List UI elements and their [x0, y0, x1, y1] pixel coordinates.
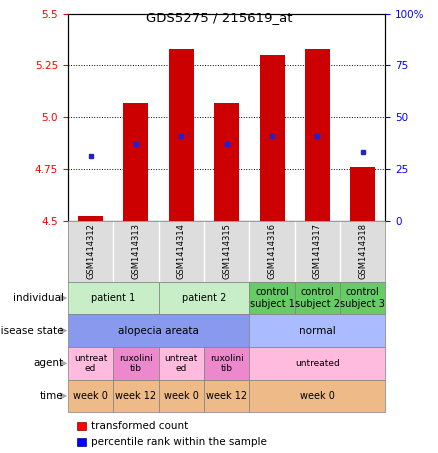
Bar	[214, 103, 239, 221]
Bar	[124, 103, 148, 221]
Text: untreated: untreated	[295, 359, 340, 368]
Text: individual: individual	[13, 293, 64, 303]
Text: untreat
ed: untreat ed	[165, 354, 198, 373]
Text: GSM1414312: GSM1414312	[86, 223, 95, 279]
Text: time: time	[40, 391, 64, 401]
Text: disease state: disease state	[0, 326, 64, 336]
Text: patient 2: patient 2	[182, 293, 226, 303]
Bar	[169, 49, 194, 221]
Text: normal: normal	[299, 326, 336, 336]
Text: GSM1414317: GSM1414317	[313, 223, 322, 279]
Text: GSM1414316: GSM1414316	[268, 223, 276, 279]
Text: percentile rank within the sample: percentile rank within the sample	[91, 437, 267, 447]
Bar	[78, 217, 103, 221]
Text: alopecia areata: alopecia areata	[118, 326, 199, 336]
Text: week 0: week 0	[300, 391, 335, 401]
Text: untreat
ed: untreat ed	[74, 354, 107, 373]
Text: GSM1414314: GSM1414314	[177, 223, 186, 279]
Text: control
subject 2: control subject 2	[295, 287, 340, 309]
Text: control
subject 1: control subject 1	[250, 287, 294, 309]
Text: GSM1414318: GSM1414318	[358, 223, 367, 279]
Text: patient 1: patient 1	[91, 293, 135, 303]
Text: GDS5275 / 215619_at: GDS5275 / 215619_at	[146, 11, 292, 24]
Text: control
subject 3: control subject 3	[340, 287, 385, 309]
Text: GSM1414315: GSM1414315	[222, 223, 231, 279]
Text: GSM1414313: GSM1414313	[131, 223, 141, 279]
Text: week 0: week 0	[164, 391, 199, 401]
Text: week 0: week 0	[73, 391, 108, 401]
Text: week 12: week 12	[115, 391, 156, 401]
Bar	[260, 55, 285, 221]
Bar	[350, 167, 375, 221]
Text: ruxolini
tib: ruxolini tib	[210, 354, 244, 373]
Text: transformed count: transformed count	[91, 421, 188, 431]
Text: ruxolini
tib: ruxolini tib	[119, 354, 153, 373]
Text: agent: agent	[33, 358, 64, 368]
Text: week 12: week 12	[206, 391, 247, 401]
Bar	[305, 49, 330, 221]
